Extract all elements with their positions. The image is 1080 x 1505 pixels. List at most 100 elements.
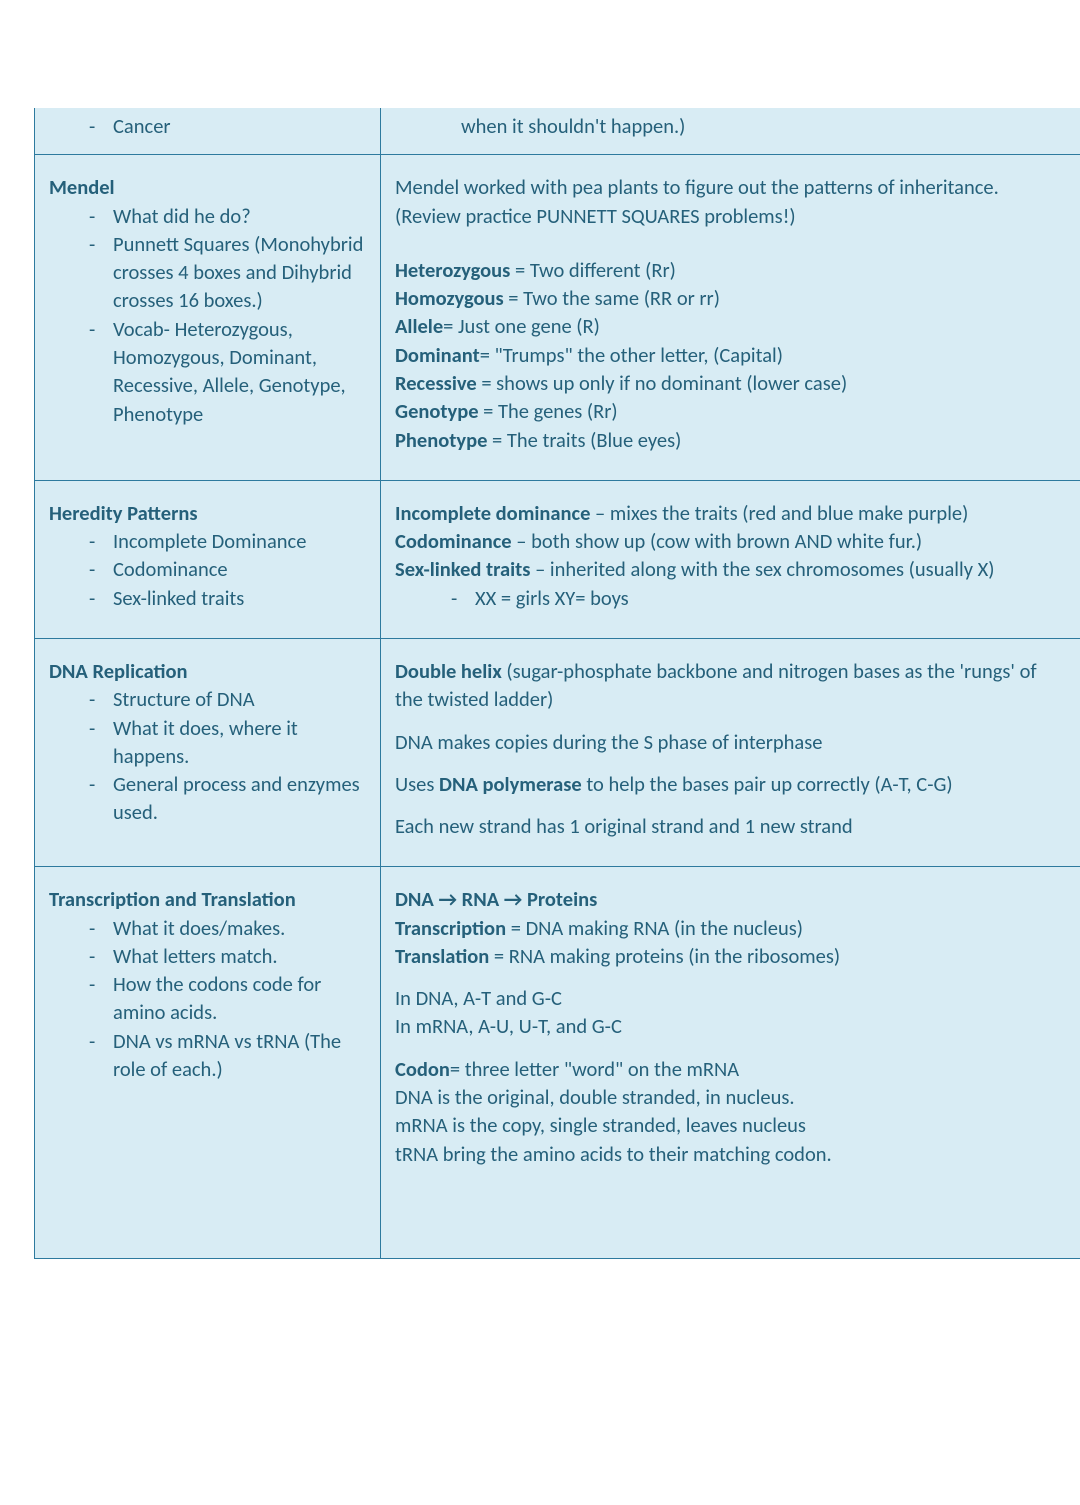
note-line: In mRNA, A-U, U-T, and G-C — [395, 1012, 1066, 1040]
note-text: to help the bases pair up correctly (A-T… — [582, 771, 953, 797]
definition-line: Allele= Just one gene (R) — [395, 312, 1066, 340]
list-item: DNA vs mRNA vs tRNA (The role of each.) — [93, 1027, 366, 1084]
term: Recessive — [395, 370, 477, 396]
list-item: What did he do? — [93, 202, 366, 230]
flow-line: DNA → RNA → Proteins — [395, 885, 1066, 913]
notes-cell: when it shouldn't happen.) — [381, 108, 1080, 155]
def-text: = Two the same (RR or rr) — [504, 285, 720, 311]
topic-cell: Heredity Patterns Incomplete Dominance C… — [35, 480, 381, 638]
list-item: What letters match. — [93, 942, 366, 970]
spacer — [395, 1041, 1066, 1055]
notes-cell: Double helix (sugar-phosphate backbone a… — [381, 638, 1080, 866]
definition-line: Genotype = The genes (Rr) — [395, 397, 1066, 425]
bullet-text: Structure of DNA — [113, 686, 255, 712]
term: Sex-linked traits — [395, 556, 530, 582]
definition-line: Heterozygous = Two different (Rr) — [395, 256, 1066, 284]
term: Homozygous — [395, 285, 504, 311]
term: Translation — [395, 943, 489, 969]
spacer — [395, 970, 1066, 984]
topic-title: Transcription and Translation — [49, 885, 366, 913]
term: Codominance — [395, 528, 512, 554]
list-item: Incomplete Dominance — [93, 527, 366, 555]
term: Transcription — [395, 915, 506, 941]
bullet-text: What it does/makes. — [113, 915, 285, 941]
table-row: Heredity Patterns Incomplete Dominance C… — [35, 480, 1080, 638]
term: Heterozygous — [395, 257, 510, 283]
term: Codon — [395, 1056, 450, 1082]
def-text: = RNA making proteins (in the ribosomes) — [489, 943, 840, 969]
bullet-list: Incomplete Dominance Codominance Sex-lin… — [49, 527, 366, 612]
study-guide-page: Cancer when it shouldn't happen.) Mendel… — [0, 108, 1080, 1259]
topic-title: Mendel — [49, 173, 366, 201]
def-text: = Just one gene (R) — [443, 313, 600, 339]
definition-line: Recessive = shows up only if no dominant… — [395, 369, 1066, 397]
bullet-text: How the codons code for amino acids. — [113, 971, 321, 1025]
note-line: Double helix (sugar-phosphate backbone a… — [395, 657, 1066, 714]
list-item: Sex-linked traits — [93, 584, 366, 612]
bullet-list: Cancer — [35, 112, 366, 140]
notes-cell: Mendel worked with pea plants to figure … — [381, 155, 1080, 481]
bullet-text: What it does, where it happens. — [113, 715, 298, 769]
bullet-text: Sex-linked traits — [113, 585, 244, 611]
note-line: DNA makes copies during the S phase of i… — [395, 728, 1066, 756]
spacer — [395, 230, 1066, 256]
bullet-text: Vocab- Heterozygous, Homozygous, Dominan… — [113, 316, 346, 427]
bullet-text: Punnett Squares (Monohybrid crosses 4 bo… — [113, 231, 363, 314]
definition-line: Sex-linked traits – inherited along with… — [395, 555, 1066, 583]
term: Double helix — [395, 658, 502, 684]
bullet-text: Cancer — [113, 113, 171, 139]
def-text: – inherited along with the sex chromosom… — [530, 556, 994, 582]
term: Allele — [395, 313, 443, 339]
list-item: What it does/makes. — [93, 914, 366, 942]
term: Incomplete dominance — [395, 500, 590, 526]
table-row: Cancer when it shouldn't happen.) — [35, 108, 1080, 155]
list-item: Cancer — [93, 112, 366, 140]
spacer — [395, 756, 1066, 770]
def-text: = Two different (Rr) — [510, 257, 676, 283]
bullet-text: Codominance — [113, 556, 228, 582]
def-text: – mixes the traits (red and blue make pu… — [590, 500, 968, 526]
spacer — [395, 798, 1066, 812]
term: DNA polymerase — [439, 771, 582, 797]
def-text: = shows up only if no dominant (lower ca… — [477, 370, 848, 396]
definition-line: Transcription = DNA making RNA (in the n… — [395, 914, 1066, 942]
def-text: = three letter "word" on the mRNA — [450, 1056, 739, 1082]
notes-cell: DNA → RNA → Proteins Transcription = DNA… — [381, 867, 1080, 1259]
bullet-text: What did he do? — [113, 203, 251, 229]
def-text: = "Trumps" the other letter, (Capital) — [480, 342, 783, 368]
topic-cell: Cancer — [35, 108, 381, 155]
list-item: Punnett Squares (Monohybrid crosses 4 bo… — [93, 230, 366, 315]
def-text: – both show up (cow with brown AND white… — [512, 528, 923, 554]
note-text: Mendel worked with pea plants to figure … — [395, 173, 1066, 230]
definition-line: Codominance – both show up (cow with bro… — [395, 527, 1066, 555]
note-line: tRNA bring the amino acids to their matc… — [395, 1140, 1066, 1168]
topic-title: Heredity Patterns — [49, 499, 366, 527]
definition-line: Dominant= "Trumps" the other letter, (Ca… — [395, 341, 1066, 369]
definition-line: Translation = RNA making proteins (in th… — [395, 942, 1066, 970]
definition-line: Phenotype = The traits (Blue eyes) — [395, 426, 1066, 454]
def-text: = The genes (Rr) — [479, 398, 618, 424]
note-line: Each new strand has 1 original strand an… — [395, 812, 1066, 840]
list-item: How the codons code for amino acids. — [93, 970, 366, 1027]
def-text: = The traits (Blue eyes) — [487, 427, 681, 453]
note-line: mRNA is the copy, single stranded, leave… — [395, 1111, 1066, 1139]
term: Genotype — [395, 398, 479, 424]
bullet-list: Structure of DNA What it does, where it … — [49, 685, 366, 826]
note-text: when it shouldn't happen.) — [461, 113, 685, 139]
topic-title: DNA Replication — [49, 657, 366, 685]
bullet-text: XX = girls XY= boys — [475, 585, 629, 611]
bullet-list: What it does/makes. What letters match. … — [49, 914, 366, 1084]
bullet-list: What did he do? Punnett Squares (Monohyb… — [49, 202, 366, 428]
definition-line: Incomplete dominance – mixes the traits … — [395, 499, 1066, 527]
bullet-text: General process and enzymes used. — [113, 771, 360, 825]
topic-cell: Mendel What did he do? Punnett Squares (… — [35, 155, 381, 481]
topic-cell: Transcription and Translation What it do… — [35, 867, 381, 1259]
list-item: Vocab- Heterozygous, Homozygous, Dominan… — [93, 315, 366, 428]
bullet-text: What letters match. — [113, 943, 278, 969]
bullet-text: Incomplete Dominance — [113, 528, 306, 554]
bullet-text: DNA vs mRNA vs tRNA (The role of each.) — [113, 1028, 341, 1082]
table-row: Mendel What did he do? Punnett Squares (… — [35, 155, 1080, 481]
study-table: Cancer when it shouldn't happen.) Mendel… — [34, 108, 1080, 1259]
note-text: Uses — [395, 771, 439, 797]
table-row: DNA Replication Structure of DNA What it… — [35, 638, 1080, 866]
